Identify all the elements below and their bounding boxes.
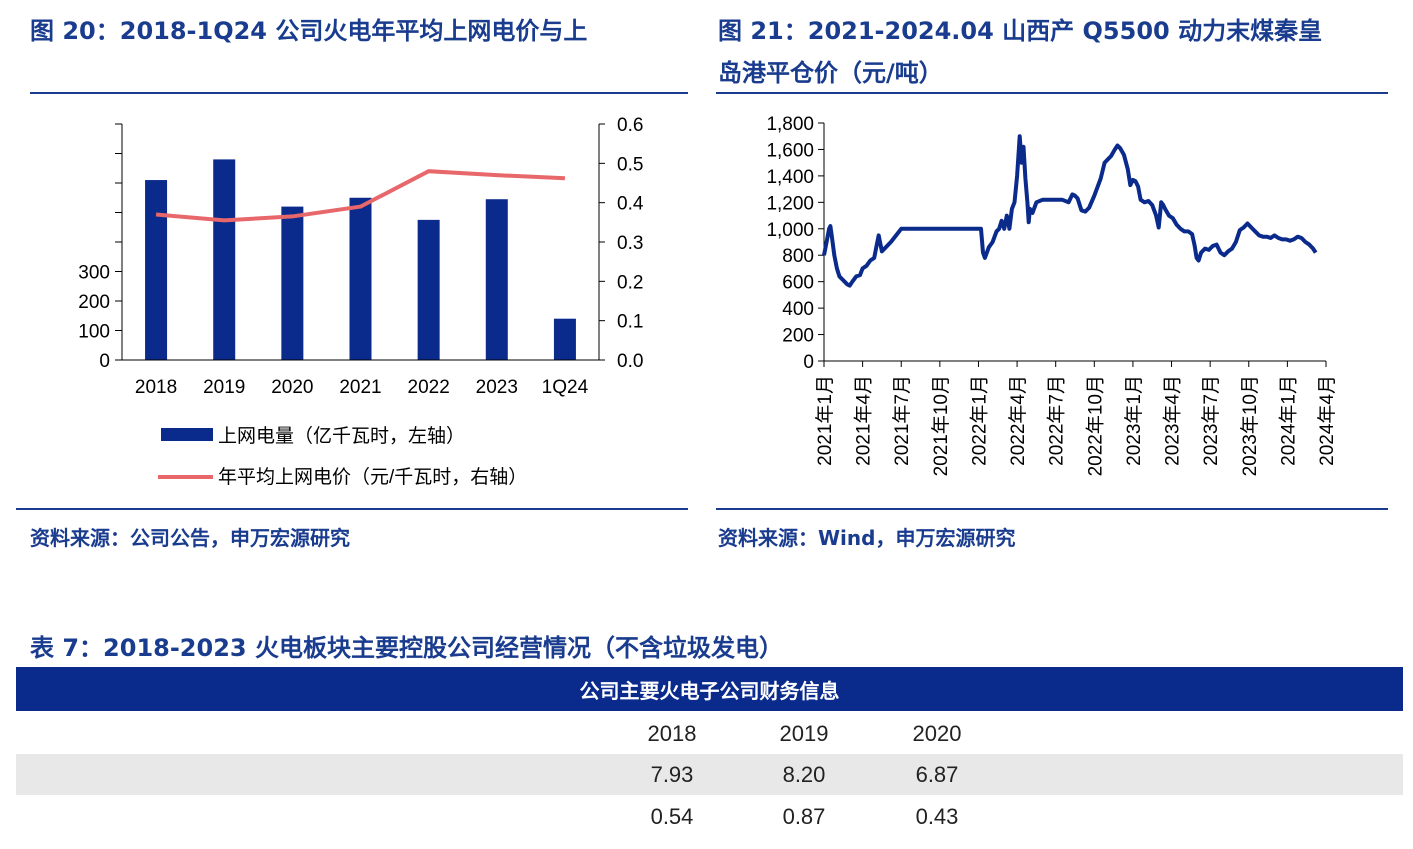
table-7-title: 表 7：2018-2023 火电板块主要控股公司经营情况（不含垃圾发电） xyxy=(30,634,783,662)
figure-21-title-rule xyxy=(716,92,1388,94)
x-tick-label: 2023年4月 xyxy=(1162,375,1184,466)
x-tick-label: 2022 xyxy=(408,377,450,398)
right-tick-label: 0.0 xyxy=(617,351,643,372)
legend-bar-swatch xyxy=(161,428,213,441)
figure-21-source: 资料来源：Wind，申万宏源研究 xyxy=(718,526,1016,550)
x-tick-label: 2021年4月 xyxy=(853,375,875,466)
legend: 上网电量（亿千瓦时，左轴） 年平均上网电价（元/千瓦时，右轴） xyxy=(158,425,527,488)
table-header-label: 公司主要火电子公司财务信息 xyxy=(579,678,840,703)
price-line-series xyxy=(155,169,566,223)
x-tick-label: 2024年1月 xyxy=(1277,375,1299,466)
right-tick-label: 0.3 xyxy=(617,233,643,254)
figure-20-bottom-rule xyxy=(16,508,688,510)
cell-r2-2019: 0.87 xyxy=(782,804,826,829)
x-tick-label: 2023年10月 xyxy=(1239,375,1261,476)
cell-r2-2020: 0.43 xyxy=(915,804,959,829)
col-2018: 2018 xyxy=(647,721,697,746)
x-tick-label: 2022年4月 xyxy=(1007,375,1029,466)
coal-price-line xyxy=(822,134,1318,288)
left-tick-label: 100 xyxy=(78,322,110,343)
col-2019: 2019 xyxy=(779,721,829,746)
bar-series xyxy=(122,159,599,361)
y-tick-label: 1,000 xyxy=(766,220,814,241)
figure-21-title-line1: 图 21：2021-2024.04 山西产 Q5500 动力末煤秦皇 xyxy=(718,17,1323,45)
left-tick-label: 0 xyxy=(99,351,110,372)
legend-line-label: 年平均上网电价（元/千瓦时，右轴） xyxy=(218,466,527,488)
y-tick-label: 600 xyxy=(782,273,814,294)
x-tick-label: 2023 xyxy=(476,377,518,398)
table-row: 0.54 0.87 0.43 xyxy=(16,796,1403,837)
right-tick-label: 0.6 xyxy=(617,115,643,136)
legend-bar-label: 上网电量（亿千瓦时，左轴） xyxy=(218,425,465,447)
right-tick-label: 0.1 xyxy=(617,312,643,333)
y-axis: 1,800 1,600 1,400 1,200 1,000 800 600 400 200 0 xyxy=(766,114,825,373)
figure-21-title: 图 21：2021-2024.04 山西产 Q5500 动力末煤秦皇 岛港平仓价… xyxy=(718,10,1408,94)
table-header: 公司主要火电子公司财务信息 xyxy=(16,667,1403,711)
x-tick-label: 2020 xyxy=(271,377,313,398)
cell-r1-2019: 8.20 xyxy=(782,762,826,787)
left-tick-label: 200 xyxy=(78,292,110,313)
x-tick-label: 2021 xyxy=(339,377,381,398)
y-tick-label: 1,600 xyxy=(766,140,814,161)
x-tick-label: 2022年1月 xyxy=(968,375,990,466)
x-tick-label: 2021年7月 xyxy=(891,375,913,466)
x-tick-label: 1Q24 xyxy=(542,377,589,398)
x-tick-label: 2022年10月 xyxy=(1084,375,1106,476)
left-y-axis: 300 200 100 0 xyxy=(78,123,123,372)
table-column-row: 2018 2019 2020 xyxy=(16,713,1403,754)
figure-21-title-line2: 岛港平仓价（元/吨） xyxy=(718,59,943,87)
bar-2018 xyxy=(145,180,168,360)
y-tick-label: 1,800 xyxy=(766,114,814,135)
bar-2019 xyxy=(213,159,236,360)
figure-20-title: 图 20：2018-1Q24 公司火电年平均上网电价与上 xyxy=(30,17,588,45)
bar-1Q24 xyxy=(553,318,576,360)
left-tick-label: 300 xyxy=(78,263,110,284)
x-tick-label: 2024年4月 xyxy=(1316,375,1338,466)
y-tick-label: 1,200 xyxy=(766,193,814,214)
right-y-axis: 0.6 0.5 0.4 0.3 0.2 0.1 0.0 xyxy=(598,115,644,372)
x-tick-label: 2023年7月 xyxy=(1200,375,1222,466)
figure-21-bottom-rule xyxy=(716,508,1388,510)
y-tick-label: 200 xyxy=(782,326,814,347)
y-tick-label: 400 xyxy=(782,299,814,320)
bar-2022 xyxy=(417,219,440,360)
x-tick-label: 2021年10月 xyxy=(930,375,952,476)
bar-2021 xyxy=(349,197,372,360)
y-tick-label: 800 xyxy=(782,246,814,267)
col-2020: 2020 xyxy=(912,721,962,746)
figure-20-title-rule xyxy=(30,92,688,94)
right-tick-label: 0.2 xyxy=(617,272,643,293)
table-row: 7.93 8.20 6.87 xyxy=(16,754,1403,795)
y-tick-label: 1,400 xyxy=(766,167,814,188)
right-tick-label: 0.4 xyxy=(617,194,644,215)
cell-r2-2018: 0.54 xyxy=(650,804,694,829)
bar-2020 xyxy=(281,206,304,360)
x-tick-label: 2018 xyxy=(135,377,177,398)
x-tick-label: 2021年1月 xyxy=(814,375,836,466)
figure-20-source: 资料来源：公司公告，申万宏源研究 xyxy=(30,526,350,550)
x-tick-label: 2023年1月 xyxy=(1123,375,1145,466)
bar-2023 xyxy=(485,199,508,360)
cell-r1-2018: 7.93 xyxy=(650,762,694,787)
x-axis: 2021年1月 2021年4月 2021年7月 2021年10月 2022年1月 2022… xyxy=(814,360,1338,476)
cell-r1-2020: 6.87 xyxy=(915,762,959,787)
y-tick-label: 0 xyxy=(803,352,814,373)
x-tick-label: 2019 xyxy=(203,377,245,398)
figure-21-chart: 1,800 1,600 1,400 1,200 1,000 800 600 400 200 0 2… xyxy=(766,114,1338,476)
right-tick-label: 0.5 xyxy=(617,154,643,175)
x-tick-label: 2022年7月 xyxy=(1046,375,1068,466)
x-axis-labels: 2018 2019 2020 2021 2022 2023 1Q24 xyxy=(135,377,589,398)
